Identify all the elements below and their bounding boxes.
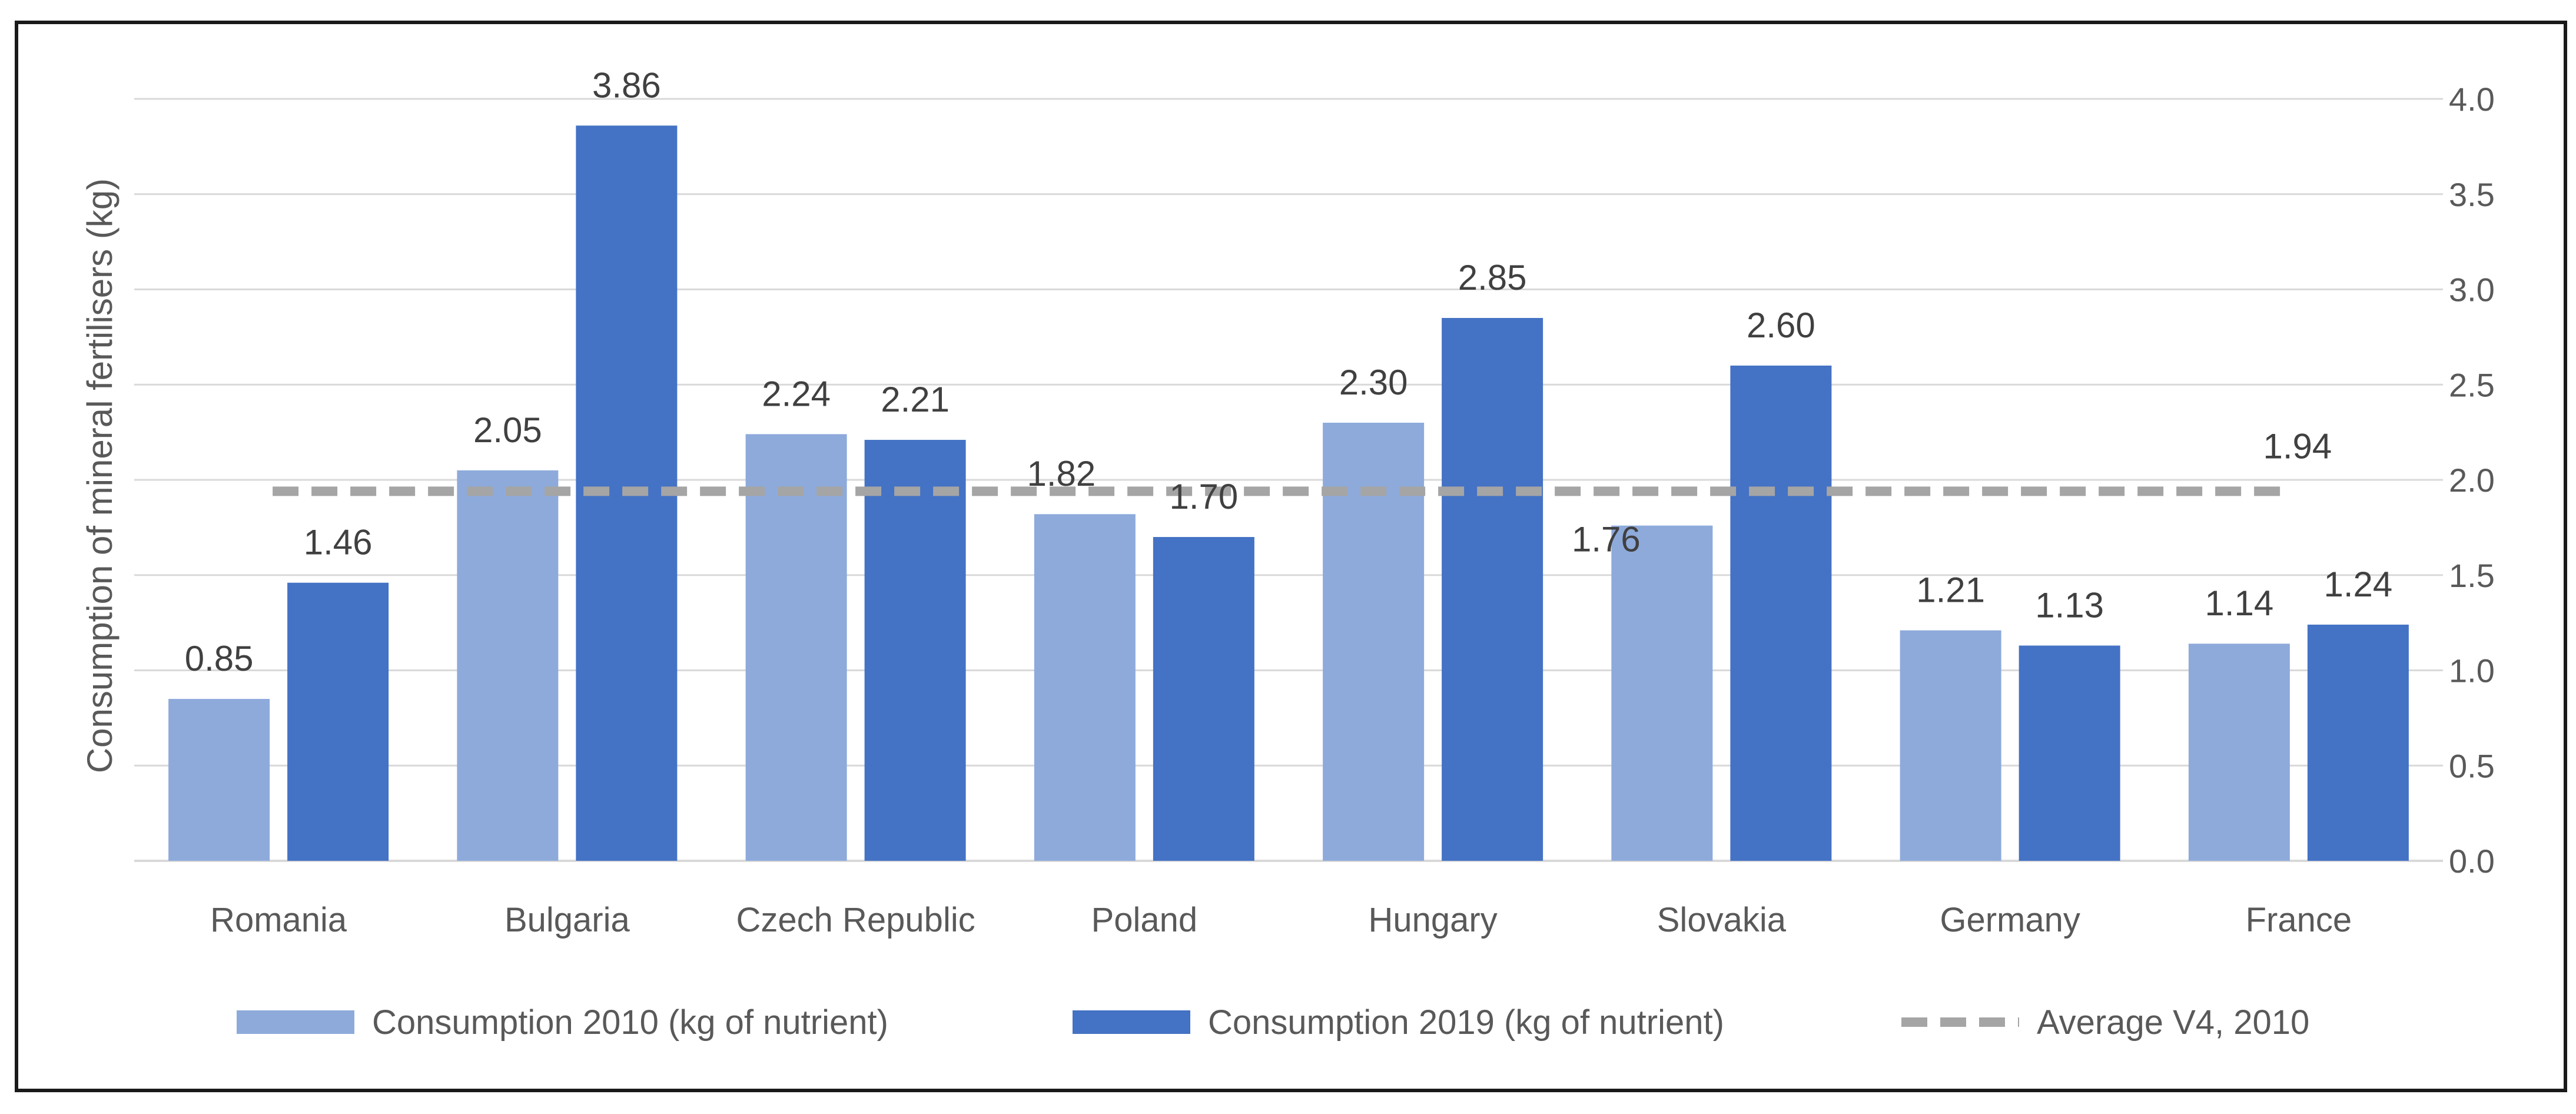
bar-2010-czech-republic — [745, 434, 847, 861]
bar-2010-slovakia — [1611, 525, 1713, 861]
category-label: Hungary — [1369, 901, 1498, 939]
y-tick-label: 1.0 — [2449, 652, 2495, 689]
data-label: 3.86 — [592, 65, 661, 105]
category-label: France — [2246, 901, 2352, 939]
data-label: 2.05 — [473, 410, 542, 450]
bar-2019-germany — [2019, 645, 2120, 861]
legend-2019-label: Consumption 2019 (kg of nutrient) — [1208, 1003, 1724, 1042]
data-label: 1.21 — [1916, 571, 1985, 610]
average-line-label: 1.94 — [2263, 426, 2332, 466]
bar-2019-romania — [287, 582, 389, 861]
legend-average-label: Average V4, 2010 — [2037, 1003, 2309, 1042]
data-label: 1.82 — [1027, 454, 1096, 493]
bar-2010-romania — [168, 699, 270, 861]
bars — [168, 125, 2409, 861]
bar-2019-france — [2307, 624, 2409, 861]
y-tick-label: 0.5 — [2449, 747, 2495, 784]
data-label: 1.76 — [1572, 520, 1641, 559]
category-label: Romania — [210, 901, 347, 939]
data-label: 0.85 — [185, 639, 254, 678]
data-label: 1.70 — [1169, 477, 1238, 516]
y-tick-label: 3.0 — [2449, 271, 2495, 309]
legend-2019-swatch — [1073, 1010, 1190, 1034]
legend: Consumption 2010 (kg of nutrient) Consump… — [237, 1003, 2309, 1042]
data-label: 2.24 — [762, 374, 831, 413]
category-label: Poland — [1091, 901, 1198, 939]
y-tick-label: 3.5 — [2449, 176, 2495, 213]
category-label: Bulgaria — [504, 901, 630, 939]
category-label: Czech Republic — [736, 901, 975, 939]
bar-2019-slovakia — [1730, 365, 1832, 861]
data-label: 1.46 — [304, 523, 373, 562]
data-label: 1.13 — [2035, 585, 2104, 625]
category-label: Germany — [1940, 901, 2080, 939]
data-label: 2.85 — [1458, 258, 1527, 297]
data-label: 2.60 — [1747, 306, 1815, 345]
bar-2019-hungary — [1442, 318, 1543, 861]
data-labels: 0.85 1.46 2.05 3.86 2.24 2.21 1.82 1.70 2.30 2.85… — [185, 65, 2393, 678]
y-axis-title: Consumption of mineral fertilisers (kg) — [80, 178, 119, 773]
y-tick-label: 4.0 — [2449, 81, 2495, 118]
data-label: 2.21 — [881, 380, 950, 419]
data-label: 1.14 — [2205, 583, 2273, 623]
category-labels: Romania Bulgaria Czech Republic Poland Hunga… — [210, 901, 2352, 939]
y-tick-label: 1.5 — [2449, 557, 2495, 594]
bar-2019-czech-republic — [864, 440, 966, 861]
bar-2010-bulgaria — [457, 470, 559, 861]
legend-2010-label: Consumption 2010 (kg of nutrient) — [372, 1003, 888, 1042]
chart-frame — [15, 21, 2567, 1092]
bar-2019-poland — [1153, 537, 1254, 861]
legend-2010-swatch — [237, 1010, 354, 1034]
category-label: Slovakia — [1657, 901, 1787, 939]
y-axis-ticks: 0.0 0.5 1.0 1.5 2.0 2.5 3.0 3.5 4.0 — [2449, 81, 2495, 880]
y-tick-label: 2.5 — [2449, 366, 2495, 403]
bar-2010-france — [2188, 644, 2290, 861]
bar-2010-germany — [1900, 630, 2001, 861]
data-label: 2.30 — [1339, 363, 1408, 402]
y-tick-label: 2.0 — [2449, 462, 2495, 499]
y-tick-label: 0.0 — [2449, 843, 2495, 880]
data-label: 1.24 — [2323, 565, 2392, 604]
bar-2010-poland — [1034, 514, 1136, 861]
